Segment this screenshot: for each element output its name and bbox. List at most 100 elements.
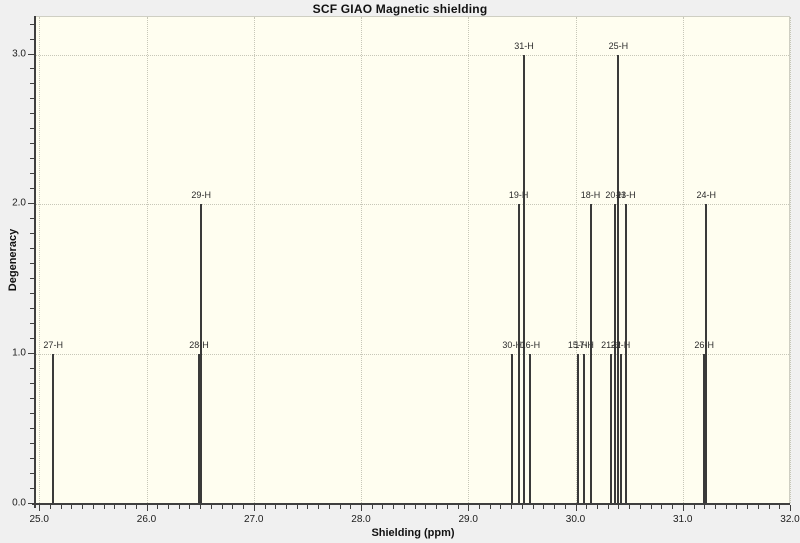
x-minor-tick — [714, 505, 716, 509]
x-minor-tick — [49, 505, 51, 509]
x-minor-tick — [446, 505, 448, 509]
peak-label: 29-H — [191, 190, 211, 201]
x-minor-tick — [757, 505, 759, 509]
x-minor-tick — [650, 505, 652, 509]
stem — [200, 204, 203, 504]
stem — [617, 54, 620, 504]
x-minor-tick — [125, 505, 126, 509]
x-tick-label: 29.0 — [458, 514, 478, 525]
x-tick-label: 25.0 — [29, 514, 49, 525]
x-minor-tick — [82, 505, 84, 509]
y-major-tick — [28, 353, 34, 355]
x-minor-tick — [511, 505, 513, 509]
x-minor-tick — [596, 505, 598, 509]
x-major-tick — [253, 505, 255, 511]
x-minor-tick — [736, 505, 738, 509]
stem — [576, 354, 579, 504]
peak-label: 23-H — [616, 190, 636, 201]
x-minor-tick — [693, 505, 695, 509]
y-minor-tick — [30, 488, 34, 489]
y-minor-tick — [30, 443, 34, 445]
y-minor-tick — [30, 338, 34, 340]
peak-label: 25-H — [608, 40, 629, 51]
stem — [517, 204, 520, 504]
peak-label: 20-H — [605, 190, 625, 201]
x-tick-label: 32.0 — [780, 514, 800, 525]
peak-label: 15-H — [567, 340, 588, 351]
y-axis-title: Degeneracy — [7, 228, 19, 292]
gridline-vertical — [146, 17, 148, 503]
peak-label: 26-H — [694, 340, 714, 351]
x-tick-label: 27.0 — [243, 514, 264, 525]
y-minor-tick — [30, 113, 34, 115]
plot-area[interactable]: 27-H 28-H 29-H 30-H 19-H 31-H 16-H 15-H 17-H 18-H… — [36, 16, 791, 505]
x-minor-tick — [243, 505, 244, 509]
x-axis-title: Shielding (ppm) — [371, 527, 455, 539]
x-minor-tick — [200, 505, 202, 509]
x-minor-tick — [189, 505, 191, 509]
x-minor-tick — [489, 505, 491, 509]
stem — [705, 204, 708, 504]
y-tick-label: 2.0 — [12, 197, 26, 209]
gridline-horizontal — [36, 54, 789, 56]
x-minor-tick — [135, 505, 137, 509]
x-minor-tick — [639, 505, 641, 509]
x-minor-tick — [618, 505, 620, 509]
y-minor-tick — [30, 383, 34, 385]
x-minor-tick — [521, 505, 523, 509]
x-minor-tick — [71, 505, 73, 509]
x-minor-tick — [285, 505, 287, 509]
peak-label: 31-H — [514, 40, 534, 51]
x-minor-tick — [103, 505, 105, 509]
x-minor-tick — [60, 505, 62, 509]
x-minor-tick — [436, 505, 438, 509]
y-minor-tick — [30, 23, 34, 25]
x-minor-tick — [500, 505, 502, 509]
stem — [614, 204, 617, 504]
y-minor-tick — [30, 38, 34, 40]
y-minor-tick — [30, 128, 34, 130]
peak-label: 17-H — [574, 340, 594, 351]
gridline-vertical — [361, 17, 362, 503]
x-major-tick — [146, 505, 148, 511]
x-minor-tick — [382, 505, 384, 509]
y-minor-tick — [30, 308, 34, 310]
x-minor-tick — [607, 505, 609, 509]
gridline-vertical — [790, 17, 791, 503]
chart-title: SCF GIAO Magnetic shielding — [312, 2, 488, 16]
y-tick-label: 1.0 — [12, 347, 26, 359]
y-minor-tick — [30, 98, 34, 100]
y-minor-tick — [30, 188, 34, 190]
y-minor-tick — [30, 323, 34, 325]
x-minor-tick — [543, 505, 545, 509]
x-minor-tick — [264, 505, 266, 509]
x-tick-label: 26.0 — [136, 514, 157, 525]
peak-label: 18-H — [580, 190, 601, 201]
x-minor-tick — [672, 505, 673, 509]
y-minor-tick — [30, 218, 34, 220]
peak-label: 27-H — [43, 340, 63, 351]
stem — [589, 204, 592, 504]
x-minor-tick — [661, 505, 663, 509]
x-minor-tick — [425, 505, 427, 509]
x-minor-tick — [532, 505, 534, 509]
x-major-tick — [468, 505, 470, 511]
x-minor-tick — [479, 505, 480, 509]
peak-label: 16-H — [520, 340, 541, 351]
y-minor-tick — [30, 68, 34, 70]
stem — [198, 354, 200, 504]
gridline-vertical — [575, 17, 577, 503]
x-tick-label: 28.0 — [351, 514, 371, 525]
y-minor-tick — [30, 398, 34, 400]
x-minor-tick — [779, 505, 781, 509]
y-minor-tick — [30, 158, 34, 160]
peak-label: 19-H — [508, 190, 529, 201]
y-tick-label: 3.0 — [12, 48, 26, 59]
y-major-tick — [28, 503, 34, 504]
gridline-vertical — [682, 17, 684, 503]
x-minor-tick — [114, 505, 116, 509]
stem — [523, 54, 525, 504]
x-minor-tick — [232, 505, 234, 509]
x-minor-tick — [92, 505, 94, 509]
